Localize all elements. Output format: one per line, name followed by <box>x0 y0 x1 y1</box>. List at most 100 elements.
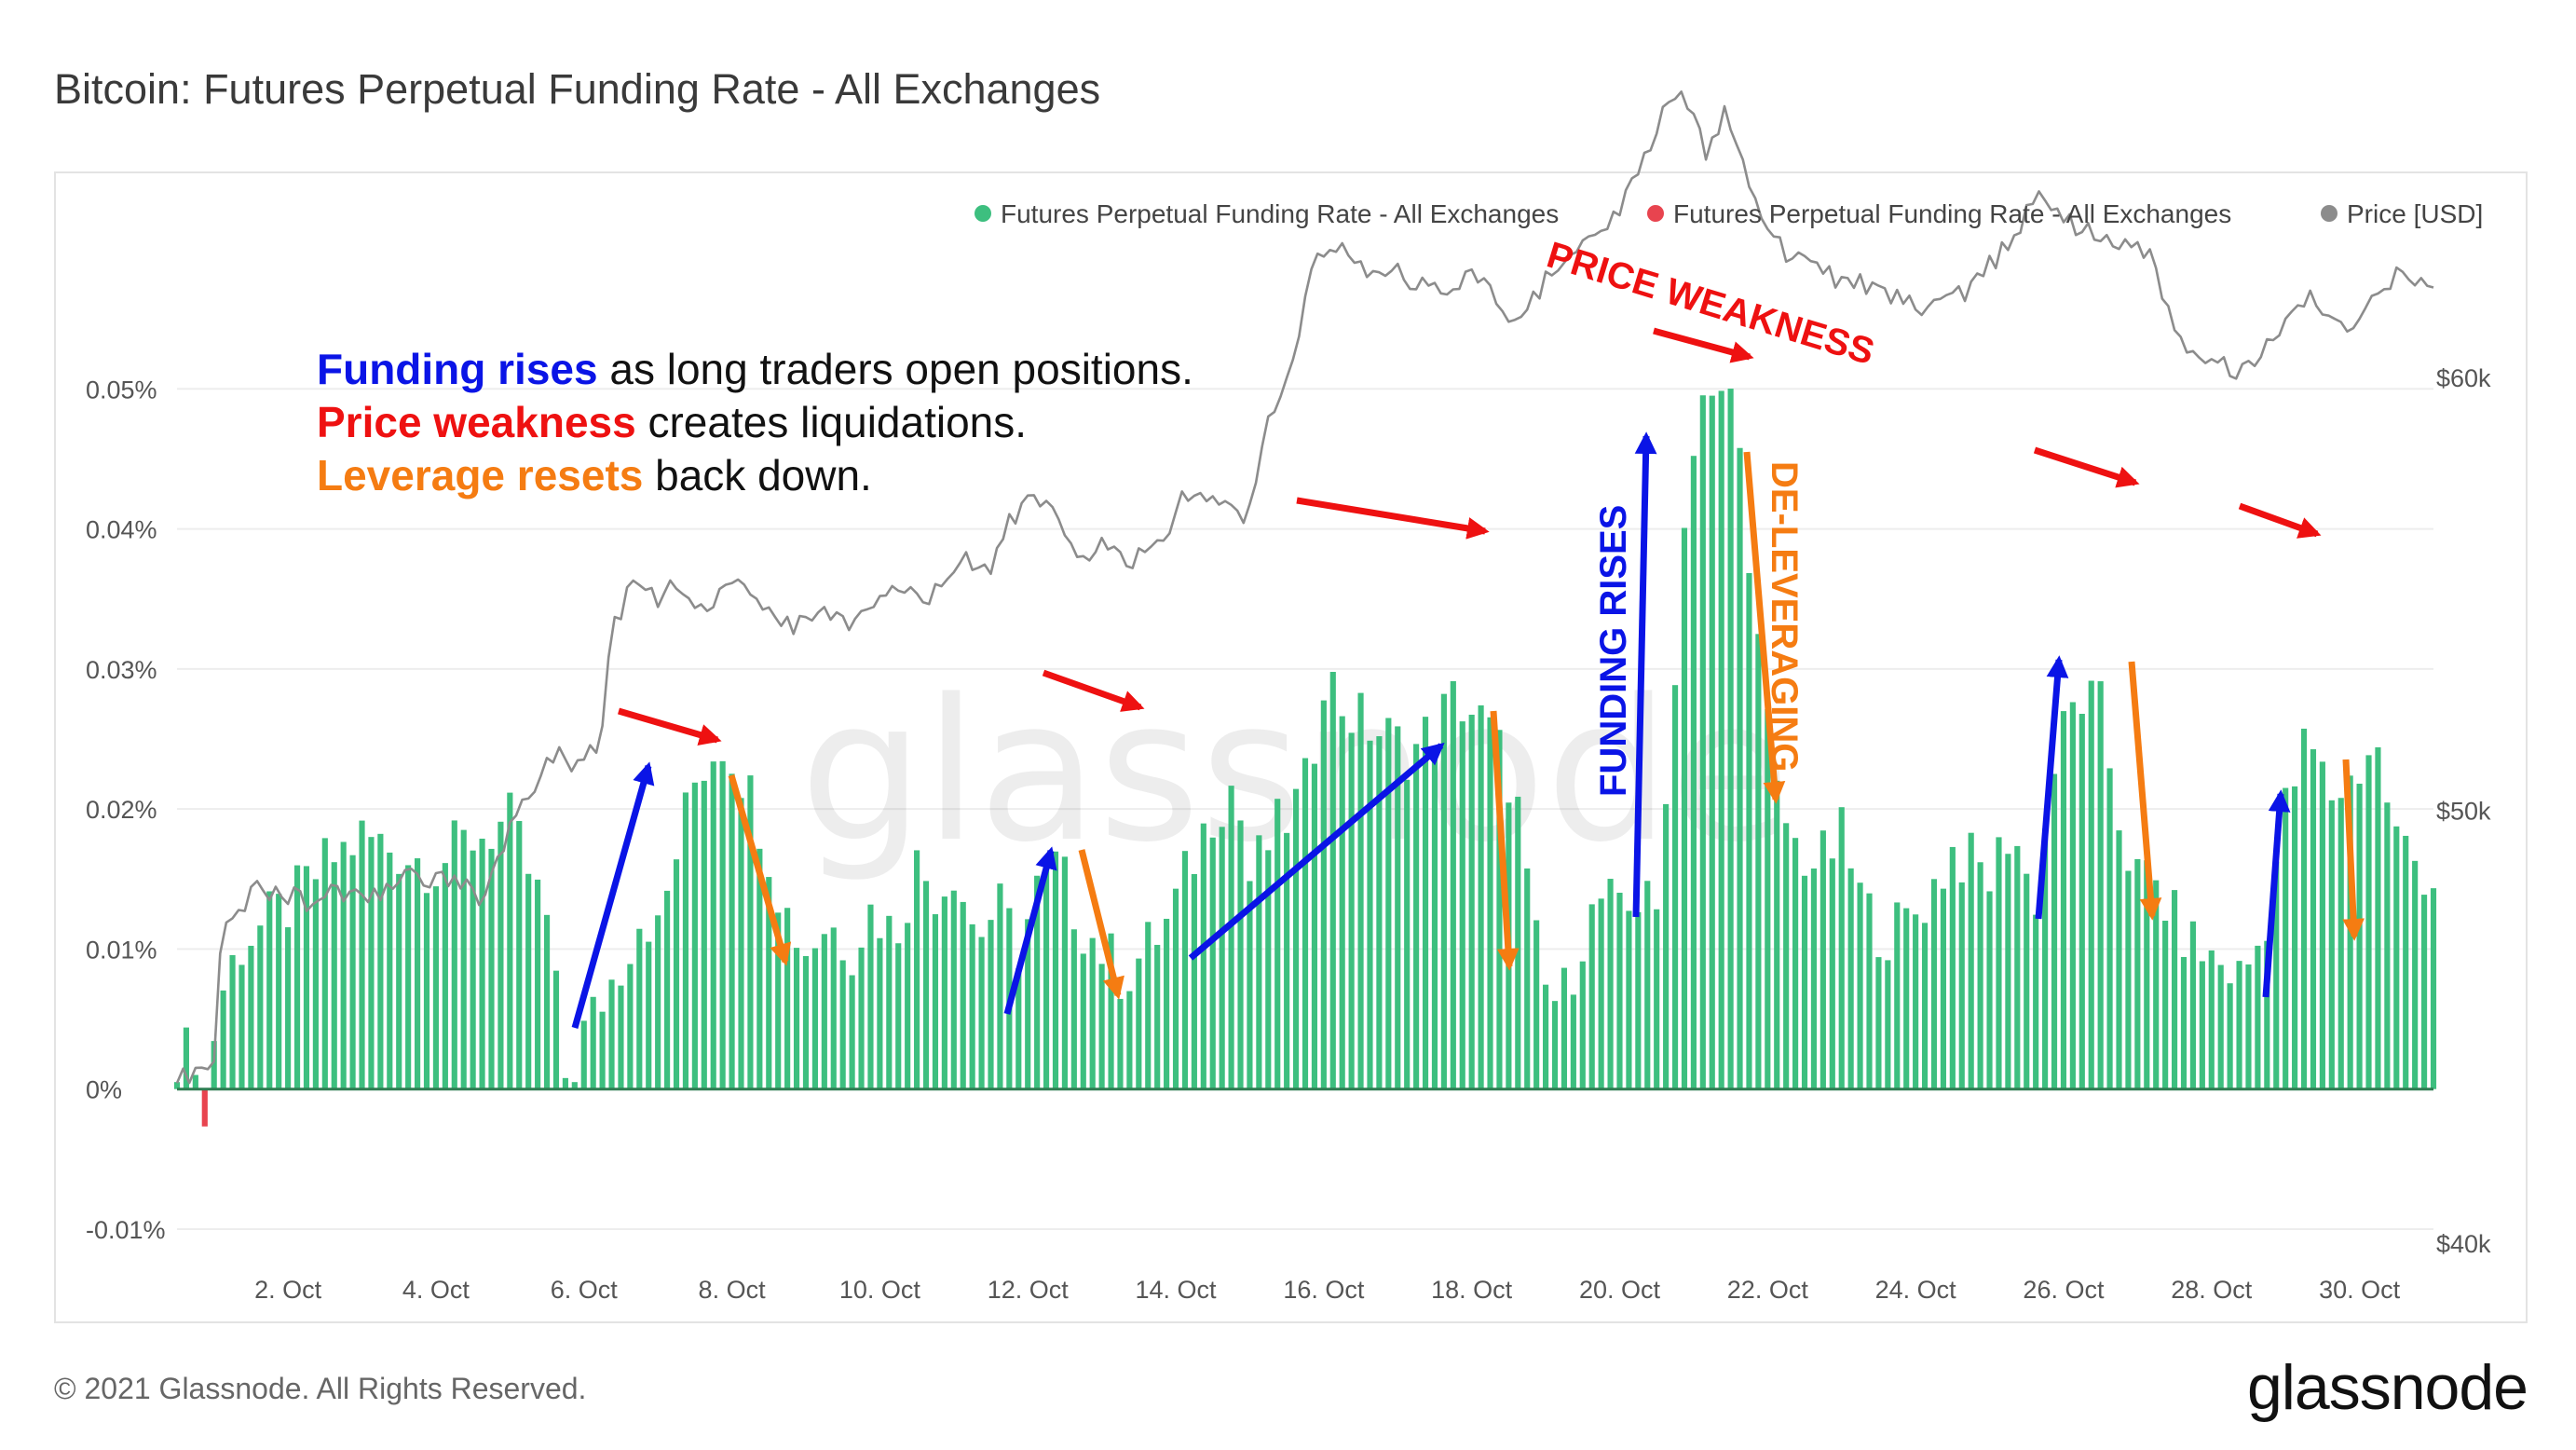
funding-bar <box>747 775 754 1089</box>
funding-bar <box>2403 835 2409 1089</box>
funding-bar <box>516 821 523 1089</box>
funding-bar <box>1533 920 1540 1089</box>
funding-bar <box>359 820 365 1089</box>
funding-bar <box>1699 395 1706 1089</box>
funding-bar <box>1089 937 1096 1089</box>
x-tick-label: 4. Oct <box>402 1276 470 1304</box>
funding-bar <box>1838 807 1845 1089</box>
funding-bar <box>2365 755 2372 1089</box>
funding-bar <box>1930 879 1938 1089</box>
funding-bar <box>229 954 236 1089</box>
funding-bar <box>1413 744 1420 1089</box>
funding-bar <box>1376 736 1383 1089</box>
funding-bar <box>1746 572 1752 1089</box>
funding-bar <box>1181 851 1189 1089</box>
funding-bar <box>719 760 726 1089</box>
funding-bar <box>682 792 689 1089</box>
price-weakness-arrow <box>1296 497 1490 540</box>
funding-bar <box>1367 740 1373 1089</box>
funding-bar <box>2199 961 2205 1089</box>
annotation-text: Funding rises as long traders open posit… <box>317 345 1193 499</box>
funding-bar <box>507 792 513 1089</box>
y-right-tick-label: $50k <box>2436 798 2491 826</box>
funding-bar <box>321 838 328 1089</box>
funding-bar <box>1737 447 1743 1089</box>
deleverage-arrow <box>1743 451 1786 804</box>
deleverage-arrow <box>2342 759 2365 941</box>
funding-bar <box>1654 909 1660 1089</box>
funding-bar <box>905 923 911 1089</box>
funding-bar <box>1774 780 1780 1089</box>
funding-bar <box>1126 991 1133 1089</box>
funding-bar <box>1145 922 1152 1089</box>
funding-rise-arrow <box>2262 789 2291 998</box>
funding-bar <box>1219 827 1225 1089</box>
funding-bar <box>821 934 827 1089</box>
x-tick-label: 8. Oct <box>699 1276 767 1304</box>
legend-item-price[interactable]: Price [USD] <box>2321 199 2483 228</box>
funding-bar <box>729 773 735 1089</box>
funding-bar <box>1996 837 2002 1089</box>
funding-bar <box>1357 692 1364 1089</box>
funding-bar <box>738 798 744 1089</box>
x-tick-label: 2. Oct <box>254 1276 322 1304</box>
x-tick-label: 28. Oct <box>2171 1276 2253 1304</box>
y-right-tick-label: $40k <box>2436 1230 2491 1258</box>
funding-bar <box>2328 800 2335 1089</box>
funding-bar <box>710 761 716 1089</box>
funding-bar <box>1607 879 1614 1089</box>
funding-bar <box>2319 761 2325 1089</box>
y-tick-label: 0% <box>86 1076 122 1104</box>
funding-bar <box>387 852 393 1089</box>
funding-bar <box>2162 921 2169 1089</box>
funding-bar <box>2134 858 2141 1089</box>
funding-bar <box>580 1020 587 1089</box>
funding-bar <box>1551 1001 1559 1089</box>
funding-bar <box>914 850 920 1089</box>
funding-bar <box>1284 832 1290 1089</box>
funding-bar <box>1061 856 1068 1089</box>
funding-bar <box>1663 803 1670 1089</box>
funding-bar <box>775 912 782 1089</box>
funding-bar <box>1810 869 1818 1089</box>
funding-bar <box>1154 944 1161 1089</box>
funding-bar <box>2153 880 2160 1089</box>
funding-bar <box>922 881 930 1089</box>
funding-bar <box>590 996 596 1089</box>
funding-bar <box>2144 860 2150 1089</box>
funding-bar <box>1117 998 1124 1089</box>
funding-bar <box>1626 910 1632 1089</box>
funding-bar <box>239 964 245 1089</box>
funding-bar <box>1329 671 1336 1089</box>
orange-arrows <box>728 451 2365 1000</box>
funding-bar <box>1681 527 1688 1089</box>
funding-bar <box>1256 835 1262 1089</box>
funding-bar <box>646 941 652 1089</box>
funding-bar <box>497 821 504 1089</box>
funding-bar <box>1274 799 1281 1089</box>
funding-bar <box>1875 957 1882 1089</box>
funding-bar <box>2217 964 2224 1089</box>
funding-bar <box>1468 714 1475 1089</box>
funding-bar <box>941 896 947 1089</box>
legend-item-negative-funding[interactable]: Futures Perpetual Funding Rate - All Exc… <box>1647 199 2231 228</box>
funding-bar <box>756 848 763 1089</box>
funding-bar <box>1164 918 1170 1089</box>
legend-item-positive-funding[interactable]: Futures Perpetual Funding Rate - All Exc… <box>975 199 1559 228</box>
funding-bar <box>1431 747 1438 1089</box>
funding-bar <box>183 1027 190 1089</box>
funding-bar <box>2005 854 2011 1089</box>
funding-bar <box>2430 888 2437 1089</box>
copyright-text: © 2021 Glassnode. All Rights Reserved. <box>54 1372 587 1405</box>
funding-bar <box>1191 873 1197 1089</box>
funding-bar <box>1422 717 1429 1089</box>
y-tick-label: 0.04% <box>86 516 157 544</box>
funding-bar <box>1755 634 1762 1089</box>
funding-bar <box>543 914 551 1089</box>
funding-bar <box>1857 882 1863 1089</box>
funding-bar <box>377 833 384 1089</box>
annotation-line-3: Leverage resets back down. <box>317 451 872 499</box>
funding-bar <box>1543 984 1549 1089</box>
funding-bar <box>1783 823 1790 1089</box>
funding-bar <box>331 862 337 1089</box>
